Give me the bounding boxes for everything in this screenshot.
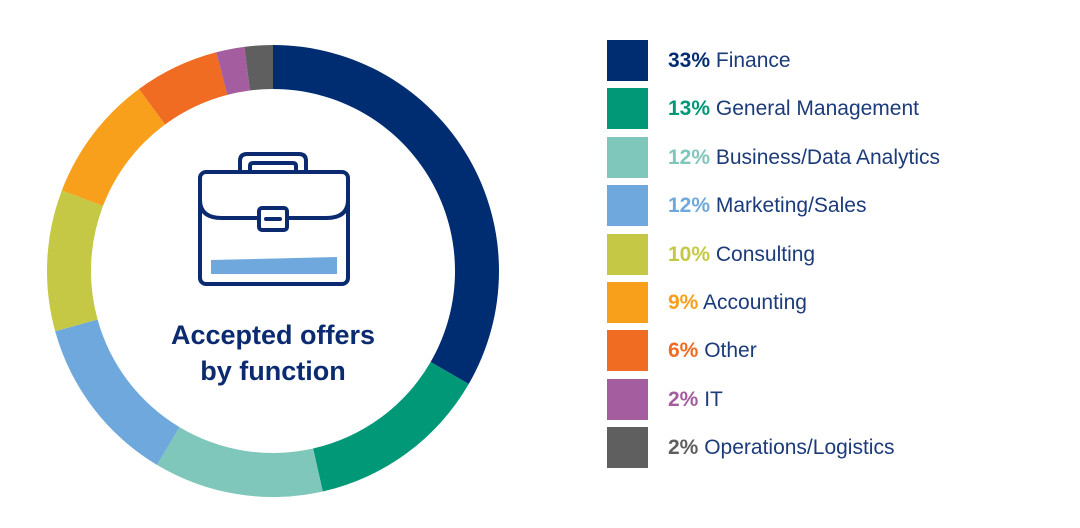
legend-label: Operations/Logistics <box>704 436 895 460</box>
legend-label: Finance <box>715 49 791 72</box>
legend-text: 2% IT <box>668 388 723 412</box>
legend-text: 6% Other <box>668 339 757 363</box>
donut-slice-it <box>216 46 250 95</box>
legend-text: 9% Accounting <box>668 291 807 315</box>
legend-swatch <box>607 88 648 130</box>
legend-swatch <box>607 185 648 227</box>
chart-title-line-1: Accepted offers <box>170 320 376 350</box>
legend-percent: 9% <box>668 290 699 314</box>
donut-slice-operations-logistics <box>244 45 273 91</box>
legend-label: Business/Data Analytics <box>715 145 940 169</box>
legend-swatch <box>607 233 648 275</box>
chart-title-line-2: by function <box>200 356 346 386</box>
legend-percent: 12% <box>668 194 711 218</box>
legend-percent: 2% <box>668 387 699 411</box>
legend-label: General Management <box>715 97 919 121</box>
legend-text: 12% Business/Data Analytics <box>668 146 940 170</box>
legend-item: 2% Operations/Logistics <box>607 427 940 475</box>
briefcase-icon <box>198 152 350 286</box>
legend-text: 12% Marketing/Sales <box>668 194 866 218</box>
legend-percent: 13% <box>668 97 711 121</box>
legend-text: 33% Finance <box>668 49 791 73</box>
legend-text: 2% Operations/Logistics <box>668 436 894 460</box>
legend-text: 13% General Management <box>668 97 919 121</box>
legend-swatch <box>607 136 648 178</box>
legend-item: 9% Accounting <box>607 281 940 330</box>
legend-label: Accounting <box>703 290 807 314</box>
legend-item: 2% IT <box>607 378 940 427</box>
donut-slice-finance <box>273 45 499 384</box>
legend-label: Marketing/Sales <box>715 194 867 218</box>
legend-swatch <box>607 40 648 81</box>
donut-slice-marketing-sales <box>55 319 180 465</box>
donut-slice-accounting <box>61 89 166 207</box>
legend-percent: 6% <box>668 339 699 363</box>
legend-swatch <box>607 427 648 469</box>
legend-percent: 12% <box>668 145 711 169</box>
donut-slice-other <box>139 52 228 125</box>
legend-text: 10% Consulting <box>668 243 815 267</box>
donut-slice-consulting <box>47 190 103 332</box>
legend-item: 10% Consulting <box>607 233 940 282</box>
legend-label: Consulting <box>715 242 816 266</box>
legend-item: 12% Marketing/Sales <box>607 185 940 233</box>
legend: 33% Finance 13% General Management 12% Bus… <box>607 40 940 476</box>
chart-title: Accepted offers by function <box>140 317 406 389</box>
legend-item: 12% Business/Data Analytics <box>607 136 940 185</box>
legend-swatch <box>607 330 648 372</box>
legend-percent: 10% <box>668 242 711 266</box>
donut-chart <box>47 45 499 498</box>
legend-item: 6% Other <box>607 330 940 378</box>
legend-label: Other <box>704 339 757 363</box>
legend-swatch <box>607 378 648 420</box>
legend-percent: 2% <box>668 436 699 460</box>
legend-item: 13% General Management <box>607 88 940 136</box>
donut-slice-general-management <box>313 362 469 492</box>
donut-slices <box>47 45 499 498</box>
legend-label: IT <box>704 387 723 411</box>
legend-item: 33% Finance <box>607 40 940 88</box>
legend-percent: 33% <box>668 49 711 72</box>
legend-swatch <box>607 281 648 323</box>
donut-slice-business-data-analytics <box>156 427 323 498</box>
